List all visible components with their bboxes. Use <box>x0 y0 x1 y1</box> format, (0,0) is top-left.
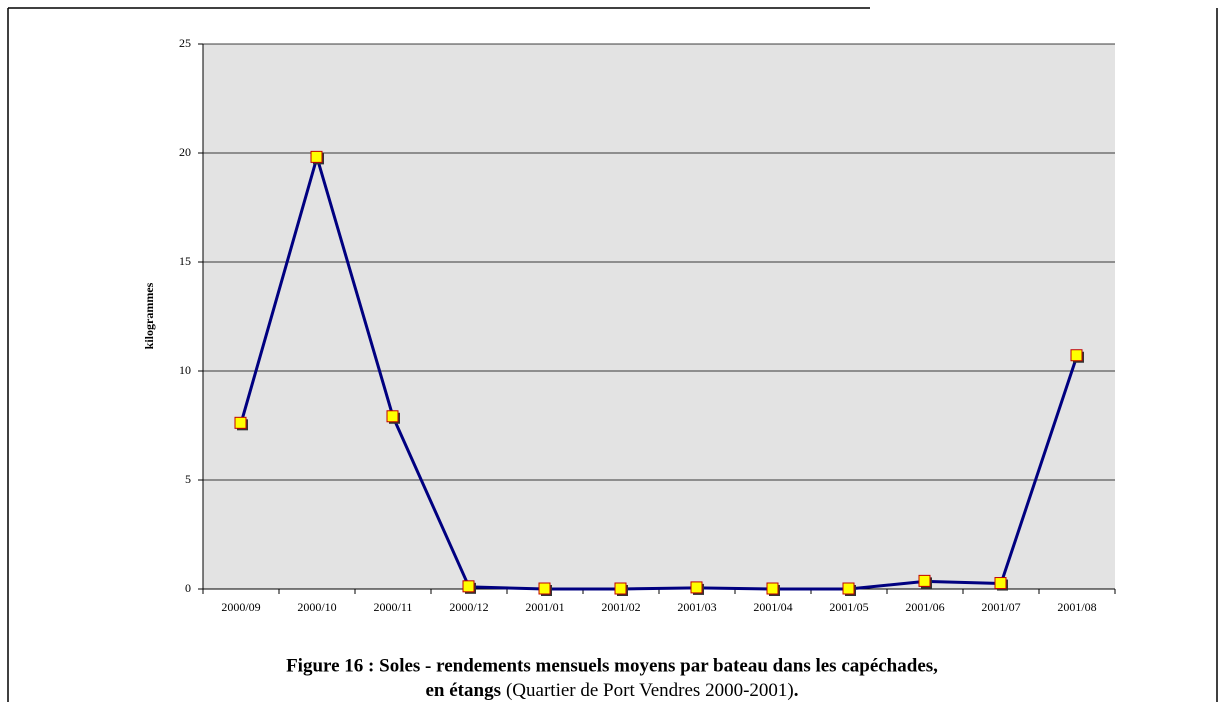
marker <box>994 577 1007 590</box>
x-tick-label: 2001/02 <box>601 600 640 614</box>
y-tick-label: 25 <box>179 36 191 50</box>
marker <box>918 574 931 587</box>
caption: Figure 16 : Soles - rendements mensuels … <box>286 655 938 676</box>
x-tick-label: 2001/06 <box>905 600 944 614</box>
x-tick-label: 2001/08 <box>1057 600 1096 614</box>
marker <box>842 582 855 595</box>
y-tick-label: 15 <box>179 254 191 268</box>
marker <box>386 410 399 423</box>
marker <box>310 150 323 163</box>
y-axis-label: kilogrammes <box>142 282 156 349</box>
x-tick-label: 2000/09 <box>221 600 260 614</box>
marker <box>766 582 779 595</box>
plot-area <box>203 44 1115 589</box>
x-tick-label: 2001/03 <box>677 600 716 614</box>
x-tick-label: 2001/04 <box>753 600 792 614</box>
x-tick-label: 2000/11 <box>374 600 413 614</box>
marker <box>234 416 247 429</box>
caption-bold: en étangs <box>426 680 501 701</box>
x-tick-label: 2001/05 <box>829 600 868 614</box>
caption-normal: (Quartier de Port Vendres 2000-2001) <box>506 680 794 701</box>
y-tick-label: 20 <box>179 145 191 159</box>
x-tick-label: 2000/10 <box>297 600 336 614</box>
y-tick-label: 0 <box>185 581 191 595</box>
x-tick-label: 2001/01 <box>525 600 564 614</box>
marker <box>462 580 475 593</box>
caption-end: . <box>794 680 799 701</box>
marker <box>1070 349 1083 362</box>
marker <box>538 582 551 595</box>
marker <box>690 581 703 594</box>
caption-2: en étangs (Quartier de Port Vendres 2000-… <box>426 680 799 701</box>
y-tick-label: 10 <box>179 363 191 377</box>
x-tick-label: 2000/12 <box>449 600 488 614</box>
x-tick-label: 2001/07 <box>981 600 1020 614</box>
marker <box>614 582 627 595</box>
y-tick-label: 5 <box>185 472 191 486</box>
line <box>239 155 1079 591</box>
